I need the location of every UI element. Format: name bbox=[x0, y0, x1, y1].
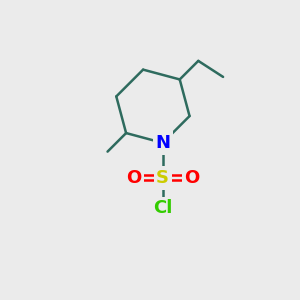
Text: N: N bbox=[155, 134, 170, 152]
Text: O: O bbox=[184, 169, 200, 187]
Text: Cl: Cl bbox=[153, 200, 172, 217]
Text: S: S bbox=[156, 169, 169, 187]
Text: O: O bbox=[126, 169, 141, 187]
